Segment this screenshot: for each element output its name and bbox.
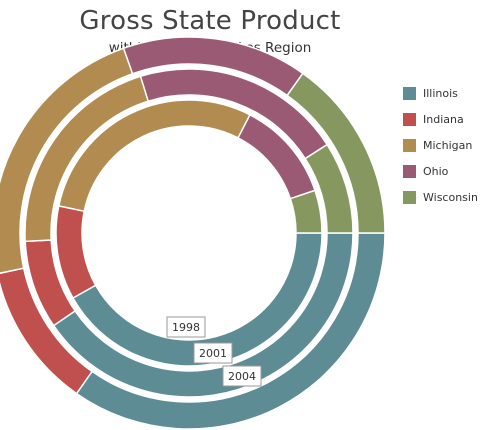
legend-label: Indiana [423,112,464,126]
legend-label: Michigan [423,138,473,152]
legend-item-ohio[interactable]: Ohio [403,158,493,184]
legend-swatch [403,112,416,126]
legend-label: Wisconsin [423,190,478,204]
legend-swatch [403,138,416,152]
legend-item-michigan[interactable]: Michigan [403,132,493,158]
ring-label-1998: 1998 [166,316,206,338]
ring-label-2004: 2004 [222,365,262,387]
legend-swatch [403,164,416,178]
svg-text:2004: 2004 [228,370,256,383]
legend-label: Ohio [423,164,449,178]
chart-title: Gross State Product [79,6,341,36]
svg-text:1998: 1998 [172,321,200,334]
slice-2004-wisconsin[interactable] [286,72,386,234]
svg-text:2001: 2001 [199,347,227,360]
legend-label: Illinois [423,86,458,100]
ring-label-2001: 2001 [193,342,233,364]
slice-1998-indiana[interactable] [55,205,97,299]
legend-item-wisconsin[interactable]: Wisconsin [403,184,493,210]
legend: Illinois Indiana Michigan Ohio Wisconsin [403,80,493,210]
slice-2001-wisconsin[interactable] [304,143,354,234]
legend-item-illinois[interactable]: Illinois [403,80,493,106]
legend-swatch [403,190,416,204]
legend-item-indiana[interactable]: Indiana [403,106,493,132]
legend-swatch [403,86,416,100]
slice-1998-wisconsin[interactable] [289,189,323,234]
